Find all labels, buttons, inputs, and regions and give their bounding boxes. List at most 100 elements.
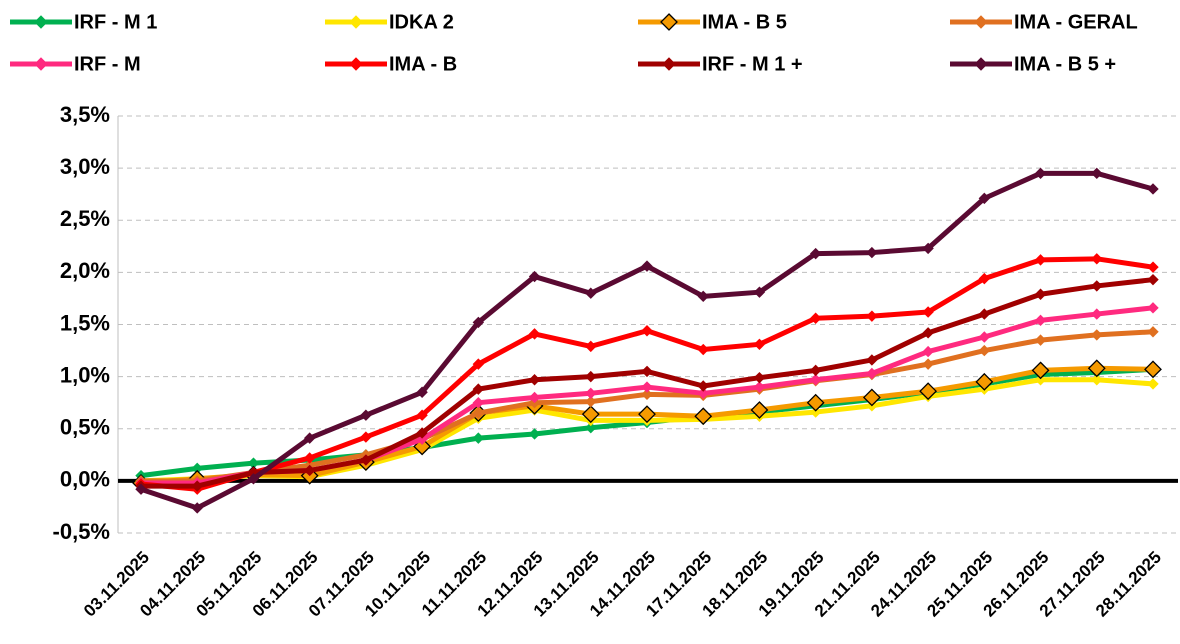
point (528, 270, 541, 283)
point (581, 405, 600, 424)
point (641, 365, 653, 378)
point (1091, 374, 1103, 386)
point (472, 396, 485, 409)
point (528, 374, 541, 386)
point (866, 246, 878, 259)
series: IMA - B 5 + (135, 53, 1159, 514)
point (585, 387, 597, 400)
point (1147, 302, 1159, 314)
point (585, 340, 597, 353)
y-tick-label: 3,0% (60, 154, 110, 179)
legend-marker (974, 57, 988, 71)
point (922, 345, 934, 358)
point (1091, 308, 1103, 320)
point (303, 464, 316, 477)
point (866, 367, 878, 380)
legend-marker (34, 57, 48, 71)
point (1034, 167, 1047, 180)
point (303, 452, 316, 464)
point (697, 387, 709, 400)
point (922, 327, 934, 339)
legend-label: IRF - M 1 + (702, 53, 803, 75)
point (360, 454, 372, 466)
legend-marker (660, 13, 678, 31)
point (809, 364, 822, 377)
point (191, 502, 203, 514)
point (1091, 167, 1103, 180)
y-tick-label: 0,5% (60, 415, 110, 440)
point (922, 306, 934, 318)
y-tick-label: 1,5% (60, 310, 110, 335)
point (1144, 360, 1162, 379)
point (191, 480, 203, 492)
point (975, 372, 994, 391)
point (1091, 280, 1103, 292)
point (866, 310, 878, 322)
line (140, 170, 1154, 511)
point (1147, 378, 1159, 390)
point (753, 371, 766, 384)
point (809, 312, 822, 324)
point (1034, 314, 1047, 327)
point (135, 483, 147, 495)
point (585, 287, 597, 299)
point (528, 328, 541, 340)
point (472, 383, 485, 395)
legend-label: IMA - B 5 + (1014, 53, 1116, 75)
point (303, 432, 316, 444)
point (416, 386, 428, 398)
point (697, 290, 709, 303)
point (922, 358, 934, 370)
legend-label: IMA - B (389, 53, 457, 75)
point (866, 354, 878, 366)
series: IMA - B 5 (132, 11, 1162, 492)
point (1034, 374, 1047, 386)
point (809, 406, 822, 418)
y-tick-label: 2,5% (60, 206, 110, 231)
legend-marker (974, 15, 988, 29)
point (472, 316, 485, 329)
point (638, 405, 656, 424)
point (694, 407, 713, 426)
point (247, 473, 260, 485)
point (750, 401, 769, 419)
point (360, 431, 372, 443)
point (1034, 254, 1047, 266)
series: IMA - B (135, 53, 1159, 495)
point (862, 388, 881, 407)
point (1147, 273, 1159, 286)
legend-label: IMA - B 5 (702, 11, 787, 33)
y-tick-label: 2,0% (60, 258, 110, 283)
point (806, 393, 825, 412)
point (585, 370, 597, 383)
point (472, 407, 485, 419)
point (978, 308, 991, 320)
point (528, 391, 541, 404)
legend-marker (34, 15, 48, 29)
point (978, 272, 991, 285)
legend-marker (662, 57, 676, 71)
point (1091, 253, 1103, 265)
legend-marker (349, 57, 363, 71)
point (528, 428, 541, 440)
y-tick-label: 3,5% (60, 102, 110, 127)
legend-label: IMA - GERAL (1014, 11, 1138, 33)
point (697, 343, 709, 356)
point (1091, 329, 1103, 341)
legend-label: IRF - M (74, 53, 141, 75)
y-tick-label: -0,5% (53, 519, 110, 544)
point (416, 427, 428, 439)
point (697, 380, 709, 392)
point (753, 381, 766, 393)
series: IRF - M 1 (10, 11, 1159, 482)
point (922, 242, 934, 255)
point (641, 260, 653, 272)
point (472, 432, 485, 444)
point (919, 382, 938, 401)
point (416, 409, 428, 421)
point (641, 381, 653, 393)
series: IRF - M (10, 53, 1159, 489)
point (360, 409, 372, 421)
point (753, 286, 766, 298)
